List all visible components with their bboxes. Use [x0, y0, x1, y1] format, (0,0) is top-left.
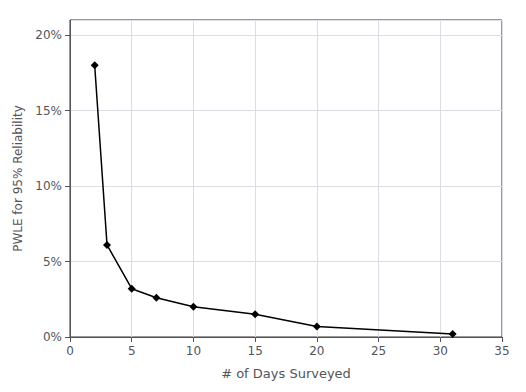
svg-text:15%: 15% [35, 104, 62, 118]
svg-text:PWLE for 95% Reliability: PWLE for 95% Reliability [11, 105, 25, 252]
svg-text:5%: 5% [43, 255, 62, 269]
svg-text:0: 0 [66, 344, 74, 358]
svg-text:25: 25 [371, 344, 386, 358]
svg-text:10: 10 [186, 344, 201, 358]
svg-text:# of Days Surveyed: # of Days Surveyed [221, 366, 351, 381]
svg-text:10%: 10% [35, 179, 62, 193]
svg-text:5: 5 [128, 344, 136, 358]
svg-text:20: 20 [309, 344, 324, 358]
svg-text:35: 35 [494, 344, 509, 358]
svg-text:15: 15 [248, 344, 263, 358]
svg-text:0%: 0% [43, 330, 62, 344]
svg-text:20%: 20% [35, 28, 62, 42]
svg-text:30: 30 [433, 344, 448, 358]
